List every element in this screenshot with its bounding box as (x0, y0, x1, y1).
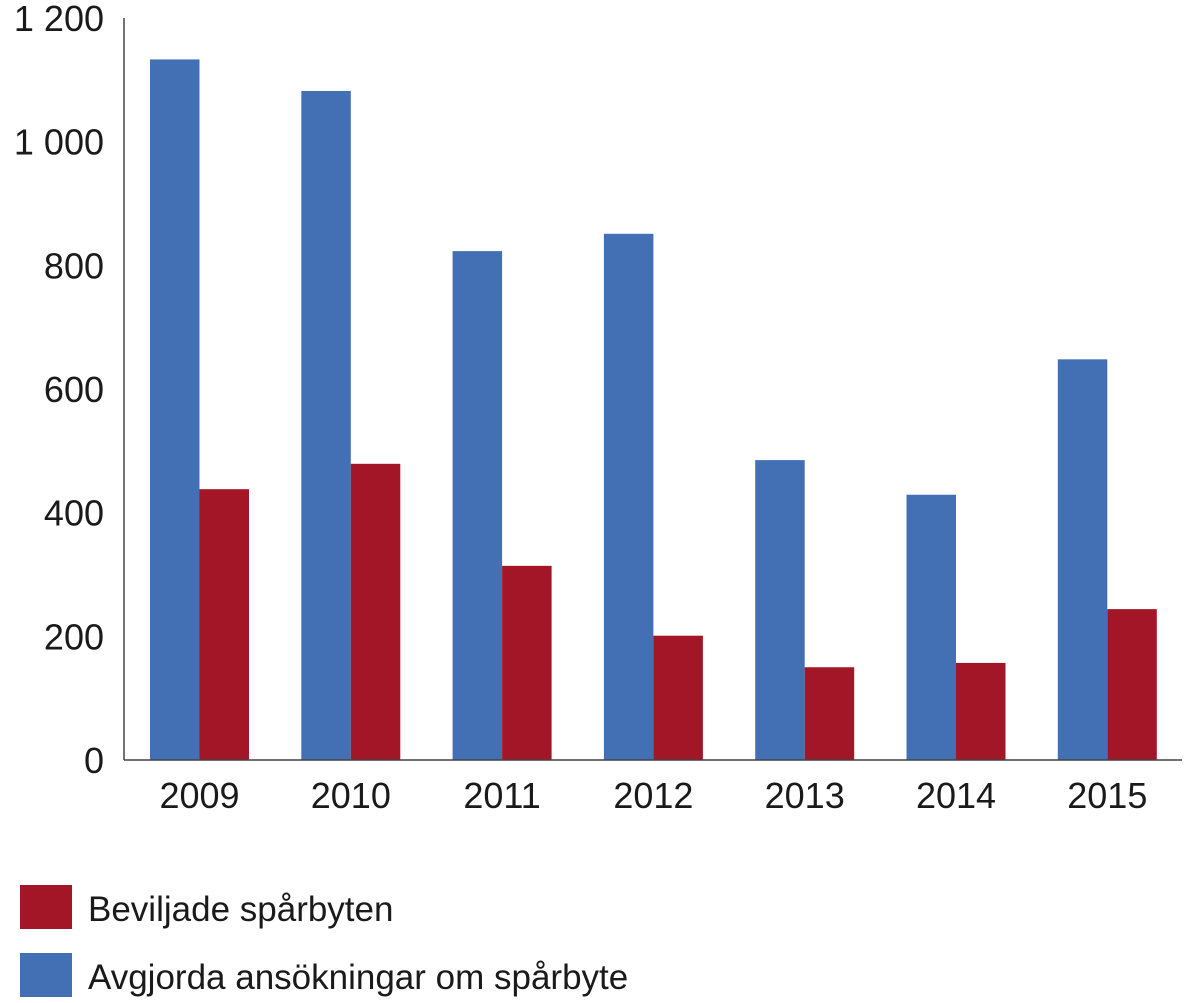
bar-beviljade-2012 (653, 635, 703, 760)
x-axis-ticks: 2009 2010 2011 2012 2013 2014 2015 (159, 775, 1147, 816)
x-tick-label: 2014 (916, 775, 996, 816)
bar-beviljade-2014 (956, 662, 1006, 760)
bar-avgjorda-2014 (906, 494, 956, 760)
x-tick-label: 2009 (159, 775, 239, 816)
y-tick-label: 400 (44, 493, 104, 534)
legend-label-avgjorda: Avgjorda ansökningar om spårbyte (88, 958, 628, 997)
y-tick-label: 200 (44, 616, 104, 657)
y-tick-label: 600 (44, 369, 104, 410)
bar-avgjorda-2011 (452, 251, 503, 760)
x-tick-label: 2013 (765, 775, 845, 816)
y-tick-label: 1 200 (14, 0, 104, 39)
legend-label-beviljade: Beviljade spårbyten (88, 890, 393, 929)
x-tick-label: 2012 (613, 775, 693, 816)
bar-avgjorda-2015 (1057, 359, 1108, 760)
bar-avgjorda-2010 (301, 90, 351, 761)
legend: Beviljade spårbyten Avgjorda ansökningar… (20, 885, 628, 997)
legend-swatch-beviljade (20, 885, 72, 929)
x-tick-label: 2011 (463, 775, 540, 816)
bar-beviljade-2010 (350, 463, 401, 760)
y-tick-label: 0 (84, 740, 104, 781)
x-tick-label: 2015 (1067, 775, 1147, 816)
bar-beviljade-2015 (1107, 609, 1157, 760)
y-tick-label: 800 (44, 245, 104, 286)
legend-swatch-avgjorda (20, 953, 72, 997)
y-axis-ticks: 0 200 400 600 800 1 000 1 200 (14, 0, 104, 781)
x-tick-label: 2010 (311, 775, 391, 816)
bar-avgjorda-2012 (603, 233, 654, 760)
bar-beviljade-2011 (502, 565, 552, 760)
bar-avgjorda-2009 (150, 59, 200, 760)
bar-avgjorda-2013 (755, 460, 805, 760)
bar-beviljade-2009 (199, 489, 249, 760)
bars (150, 59, 1157, 761)
bar-beviljade-2013 (804, 667, 855, 760)
y-tick-label: 1 000 (14, 122, 104, 163)
